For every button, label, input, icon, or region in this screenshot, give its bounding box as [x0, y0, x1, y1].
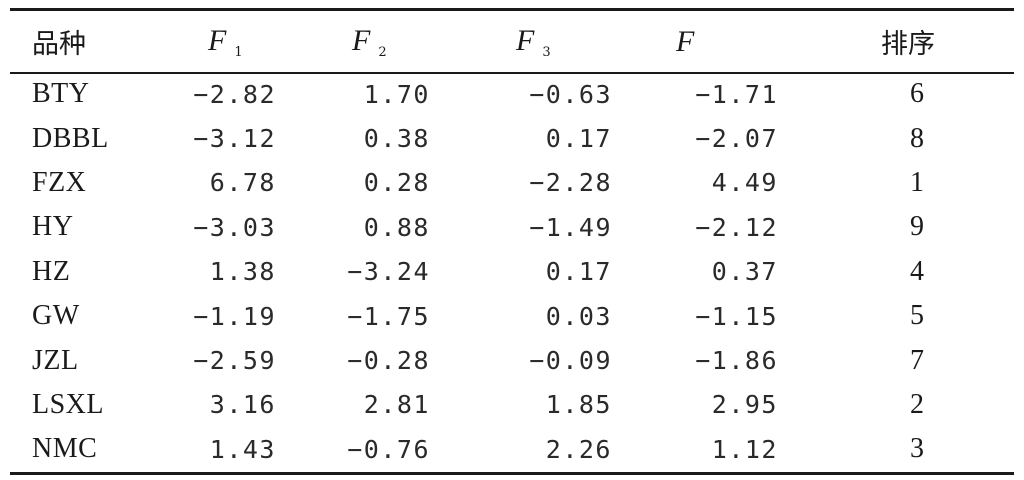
- cell-f: −1.86: [695, 346, 778, 376]
- cell-f: 2.95: [711, 390, 778, 420]
- bottom-rule: [10, 472, 1014, 475]
- header-f3-letter: F: [516, 23, 535, 57]
- cell-rank: 5: [910, 300, 926, 332]
- cell-f1: −2.59: [193, 346, 276, 376]
- table-row: FZX 6.78 0.28 −2.28 4.49 1: [10, 161, 1014, 205]
- header-rank: 排序: [881, 29, 935, 60]
- cell-variety: BTY: [32, 78, 90, 110]
- cell-rank: 8: [910, 122, 926, 154]
- cell-f: −1.71: [695, 79, 778, 109]
- cell-variety: HY: [32, 211, 74, 243]
- cell-f: −2.07: [695, 124, 778, 154]
- cell-rank: 1: [910, 166, 926, 198]
- cell-f3: −1.49: [529, 212, 612, 242]
- cell-f2: 0.28: [363, 168, 430, 198]
- cell-variety: JZL: [32, 344, 79, 376]
- cell-f1: −3.12: [193, 124, 276, 154]
- table-row: GW −1.19 −1.75 0.03 −1.15 5: [10, 294, 1014, 338]
- cell-f2: 0.88: [363, 212, 430, 242]
- cell-f1: 6.78: [209, 168, 276, 198]
- cell-variety: DBBL: [32, 122, 109, 154]
- header-variety: 品种: [32, 29, 86, 60]
- cell-f3: −0.09: [529, 346, 612, 376]
- header-f2-letter: F: [352, 23, 371, 57]
- table-row: LSXL 3.16 2.81 1.85 2.95 2: [10, 383, 1014, 427]
- table-row: NMC 1.43 −0.76 2.26 1.12 3: [10, 427, 1014, 471]
- table-row: JZL −2.59 −0.28 −0.09 −1.86 7: [10, 338, 1014, 382]
- cell-f: 0.37: [711, 257, 778, 287]
- table-row: DBBL −3.12 0.38 0.17 −2.07 8: [10, 116, 1014, 160]
- cell-variety: NMC: [32, 433, 98, 465]
- cell-f2: −3.24: [347, 257, 430, 287]
- cell-variety: FZX: [32, 166, 87, 198]
- cell-rank: 9: [910, 211, 926, 243]
- cell-f2: 1.70: [363, 79, 430, 109]
- cell-f3: 0.17: [545, 257, 612, 287]
- cell-f3: 1.85: [545, 390, 612, 420]
- header-f1-letter: F: [208, 23, 227, 57]
- header-f1-subscript: 1: [234, 44, 243, 60]
- cell-variety: GW: [32, 300, 80, 332]
- cell-f2: 2.81: [363, 390, 430, 420]
- cell-f1: −1.19: [193, 301, 276, 331]
- cell-f3: −2.28: [529, 168, 612, 198]
- cell-f: 1.12: [711, 434, 778, 464]
- cell-rank: 2: [910, 388, 926, 420]
- cell-f: −2.12: [695, 212, 778, 242]
- table-row: HZ 1.38 −3.24 0.17 0.37 4: [10, 250, 1014, 294]
- cell-f3: 0.03: [545, 301, 612, 331]
- table-row: BTY −2.82 1.70 −0.63 −1.71 6: [10, 72, 1014, 116]
- cell-f3: −0.63: [529, 79, 612, 109]
- top-rule: [10, 8, 1014, 11]
- cell-f1: 1.38: [209, 257, 276, 287]
- cell-rank: 6: [910, 78, 926, 110]
- header-f: F: [676, 24, 695, 58]
- cell-variety: HZ: [32, 255, 71, 287]
- cell-rank: 7: [910, 344, 926, 376]
- cell-f3: 2.26: [545, 434, 612, 464]
- header-f2-subscript: 2: [378, 44, 387, 60]
- cell-f: 4.49: [711, 168, 778, 198]
- table-body: BTY −2.82 1.70 −0.63 −1.71 6 DBBL −3.12 …: [10, 72, 1014, 472]
- header-rule: [10, 72, 1014, 74]
- table-row: HY −3.03 0.88 −1.49 −2.12 9: [10, 205, 1014, 249]
- cell-f1: 1.43: [209, 434, 276, 464]
- cell-f1: −2.82: [193, 79, 276, 109]
- cell-f3: 0.17: [545, 124, 612, 154]
- cell-rank: 3: [910, 433, 926, 465]
- cell-variety: LSXL: [32, 388, 104, 420]
- cell-f: −1.15: [695, 301, 778, 331]
- cell-rank: 4: [910, 255, 926, 287]
- header-f3-subscript: 3: [542, 44, 551, 60]
- cell-f2: −0.76: [347, 434, 430, 464]
- cell-f2: 0.38: [363, 124, 430, 154]
- cell-f2: −1.75: [347, 301, 430, 331]
- cell-f1: −3.03: [193, 212, 276, 242]
- cell-f2: −0.28: [347, 346, 430, 376]
- cell-f1: 3.16: [209, 390, 276, 420]
